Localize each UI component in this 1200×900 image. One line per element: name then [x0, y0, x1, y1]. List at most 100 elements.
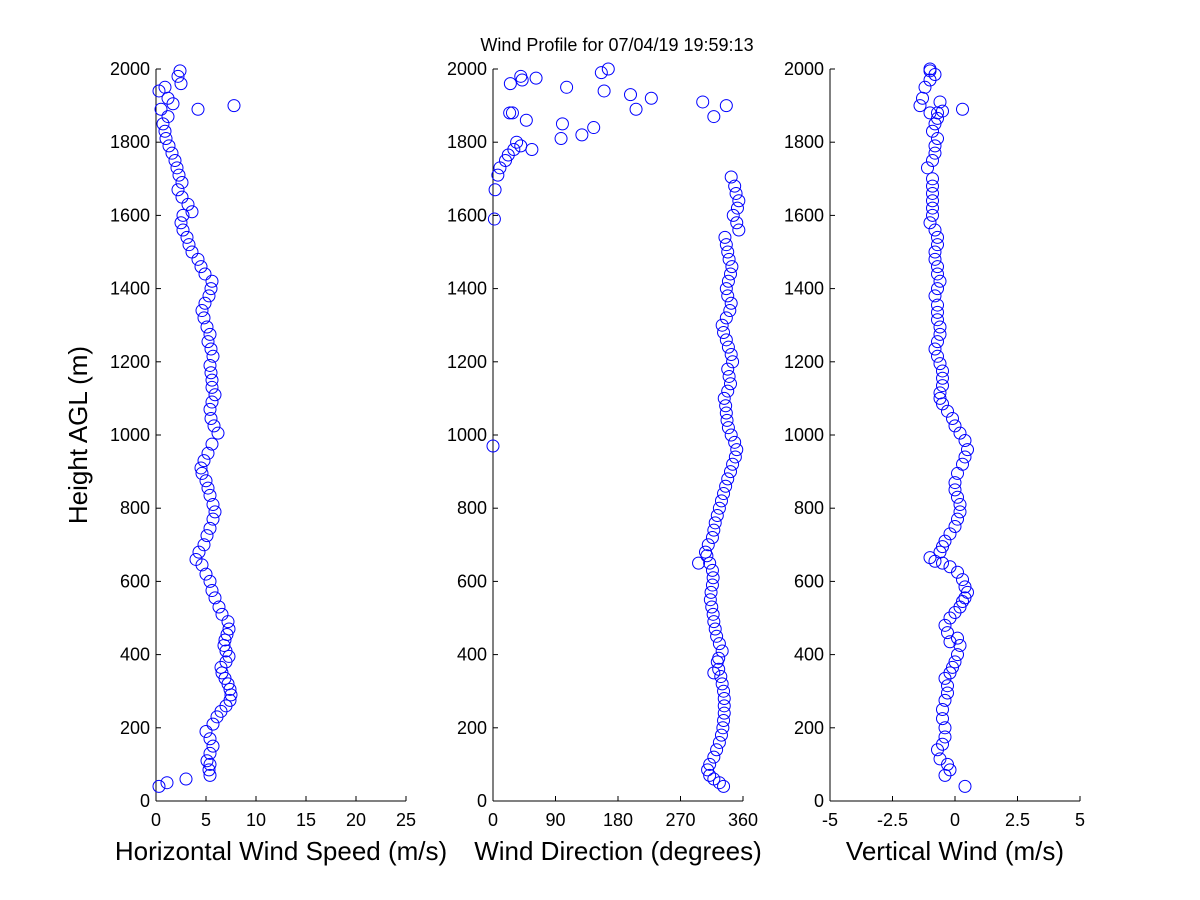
vertical-data-point — [948, 483, 962, 497]
direction-data-point — [714, 728, 728, 742]
direction-data-point — [721, 289, 735, 303]
direction-data-point — [730, 201, 744, 215]
speed-data-point — [195, 466, 209, 480]
direction-data-point — [721, 245, 735, 259]
speed-data-point — [223, 693, 237, 707]
direction-data-point — [724, 428, 738, 442]
vertical-data-point — [928, 146, 942, 160]
speed-data-point — [205, 274, 219, 288]
vertical-data-point — [948, 419, 962, 433]
vertical-data-point — [933, 545, 947, 559]
speed-data-point — [176, 223, 190, 237]
vertical-data-point — [923, 216, 937, 230]
speed-data-point — [191, 102, 205, 116]
speed-data-point — [198, 296, 212, 310]
vertical-data-point — [936, 540, 949, 554]
direction-data-point — [703, 757, 717, 771]
speed-data-point — [182, 238, 196, 252]
speed-data-point — [203, 574, 217, 588]
direction-data-point — [707, 750, 721, 764]
direction-x-tick-label: 270 — [665, 810, 695, 830]
speed-data-point — [208, 505, 222, 519]
speed-data-point — [227, 99, 241, 113]
direction-data-point — [717, 699, 731, 713]
vertical-data-point — [948, 476, 962, 490]
speed-y-tick-label: 1400 — [110, 279, 150, 299]
speed-data-point — [175, 175, 189, 189]
direction-data-point — [724, 296, 738, 310]
vertical-data-point — [931, 132, 944, 146]
direction-data-point — [491, 168, 505, 182]
vertical-data-point — [928, 223, 942, 237]
direction-data-point — [708, 622, 722, 636]
speed-data-point — [204, 412, 218, 426]
vertical-data-point — [951, 648, 964, 662]
direction-data-point — [555, 117, 569, 131]
speed-x-tick-label: 0 — [151, 810, 161, 830]
direction-data-point — [705, 563, 719, 577]
direction-data-point — [712, 501, 726, 515]
vertical-data-point — [923, 106, 937, 120]
direction-data-point — [717, 713, 731, 727]
direction-y-tick-label: 1600 — [447, 205, 487, 225]
direction-data-point — [505, 106, 519, 120]
direction-data-point — [724, 170, 738, 184]
vertical-data-point — [933, 95, 947, 109]
vertical-data-point — [926, 124, 939, 138]
direction-data-point — [706, 571, 720, 585]
vertical-data-point — [913, 99, 927, 113]
vertical-data-point — [958, 779, 972, 793]
vertical-data-point — [931, 282, 944, 296]
direction-data-point — [710, 743, 724, 757]
vertical-data-point — [953, 426, 967, 440]
wind-direction-panel: 0 200 400 600 800 1000 1200 1400 1600 1800 2000 0 90… — [447, 59, 762, 866]
speed-y-tick-label: 800 — [120, 498, 150, 518]
direction-data-point — [629, 102, 643, 116]
direction-data-point — [724, 347, 738, 361]
direction-y-tick-label: 800 — [457, 498, 487, 518]
vertical-y-tick-label: 200 — [794, 718, 824, 738]
direction-data-point — [486, 439, 500, 453]
direction-y-tick-label: 1000 — [447, 425, 487, 445]
vertical-data-point — [938, 721, 952, 735]
direction-data-point — [575, 128, 589, 142]
direction-data-point — [719, 333, 733, 347]
direction-data-point — [719, 238, 733, 252]
direction-data-point — [712, 735, 726, 749]
direction-y-tick-label: 1200 — [447, 352, 487, 372]
vertical-data-point — [931, 260, 944, 274]
direction-data-point — [721, 384, 735, 398]
direction-data-point — [692, 556, 706, 570]
direction-data-point — [525, 143, 539, 157]
speed-data-point — [201, 481, 215, 495]
direction-data-point — [723, 304, 737, 318]
vertical-data-point — [941, 679, 954, 693]
vertical-data-point — [946, 412, 959, 426]
direction-y-tick-label: 200 — [457, 718, 487, 738]
speed-data-point — [185, 205, 199, 219]
direction-data-point — [488, 183, 502, 197]
direction-data-point — [715, 318, 729, 332]
vertical-data-point — [953, 505, 967, 519]
speed-data-point — [212, 600, 226, 614]
direction-data-point — [717, 684, 731, 698]
speed-x-tick-label: 25 — [396, 810, 416, 830]
speed-data-point — [211, 426, 225, 440]
direction-data-point — [726, 208, 740, 222]
vertical-data-point — [943, 666, 957, 680]
vertical-data-point — [933, 386, 947, 400]
direction-data-point — [730, 216, 744, 230]
direction-data-point — [718, 230, 732, 244]
vertical-y-tick-label: 2000 — [784, 59, 824, 79]
speed-data-point — [223, 682, 237, 696]
direction-data-point — [721, 274, 735, 288]
speed-data-point — [201, 446, 215, 460]
speed-y-tick-label: 400 — [120, 645, 150, 665]
speed-data-point — [207, 419, 221, 433]
vertical-data-point — [936, 703, 949, 716]
vertical-data-point — [948, 520, 962, 533]
direction-data-point — [719, 406, 733, 420]
speed-data-point — [205, 380, 219, 394]
